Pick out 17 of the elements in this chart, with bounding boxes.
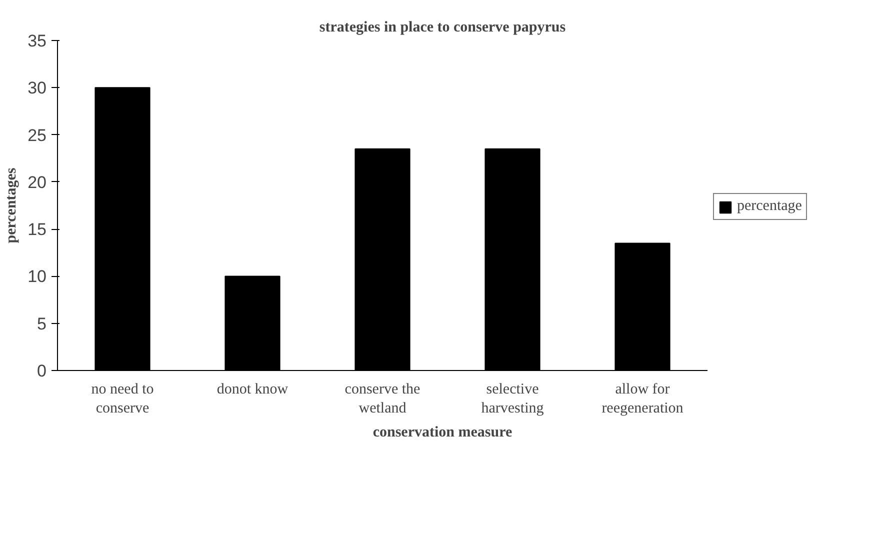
legend-label: percentage xyxy=(737,198,802,215)
y-tick-label: 5 xyxy=(37,314,47,334)
y-axis-title: percentages xyxy=(4,168,20,244)
x-axis-title: conservation measure xyxy=(372,424,512,441)
y-tick-label: 30 xyxy=(28,78,47,98)
x-tick-label: no need to conserve xyxy=(91,382,154,417)
y-tick-label: 25 xyxy=(28,126,47,145)
y-tick-label: 10 xyxy=(28,267,47,286)
y-tick-label: 35 xyxy=(28,32,47,50)
x-tick-label: allow for reegeneration xyxy=(602,382,684,417)
x-tick-label: selective harvesting xyxy=(481,382,544,417)
x-tick-label: donot know xyxy=(216,382,288,398)
x-tick-label: conserve the wetland xyxy=(344,382,421,417)
y-tick-label: 20 xyxy=(28,172,47,192)
chart-title: strategies in place to conserve papyrus xyxy=(319,20,566,36)
y-tick-label: 0 xyxy=(37,362,47,380)
y-tick-label: 15 xyxy=(28,220,47,240)
